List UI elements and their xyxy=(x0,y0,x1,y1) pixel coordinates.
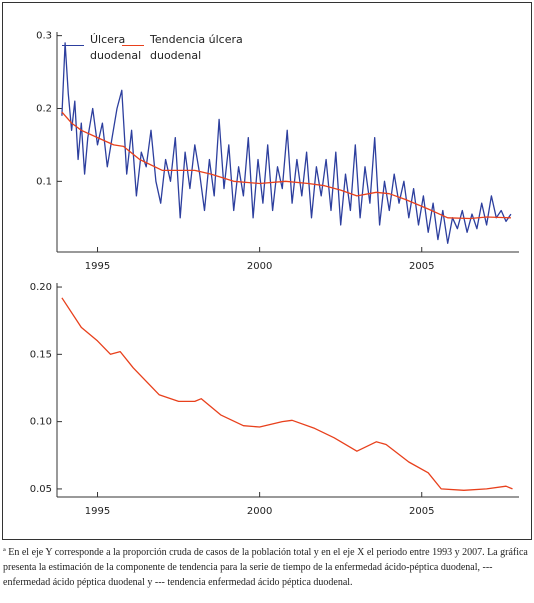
footnote: ª En el eje Y corresponde a la proporció… xyxy=(3,547,528,588)
y-tick-label: 0.1 xyxy=(36,176,52,187)
x-tick-label: 1995 xyxy=(85,506,110,517)
figure-frame xyxy=(2,2,532,540)
series-line xyxy=(61,111,511,220)
legend-label: Tendencia úlcera duodenal xyxy=(150,33,243,62)
x-tick-label: 2005 xyxy=(409,261,434,272)
y-tick-label: 0.20 xyxy=(30,282,52,293)
legend-sample xyxy=(62,45,84,46)
series-line xyxy=(61,297,513,491)
y-tick-label: 0.05 xyxy=(30,484,52,495)
series-line xyxy=(61,42,512,244)
x-tick-label: 2005 xyxy=(409,506,434,517)
y-tick-label: 0.2 xyxy=(36,103,52,114)
legend-sample xyxy=(122,45,144,46)
y-tick-label: 0.10 xyxy=(30,417,52,428)
x-tick-label: 1995 xyxy=(85,261,110,272)
x-tick-label: 2000 xyxy=(247,261,272,272)
legend-label: Úlcera duodenal xyxy=(90,33,142,62)
y-tick-label: 0.15 xyxy=(30,349,52,360)
y-tick-label: 0.3 xyxy=(36,31,52,42)
x-tick-label: 2000 xyxy=(247,506,272,517)
